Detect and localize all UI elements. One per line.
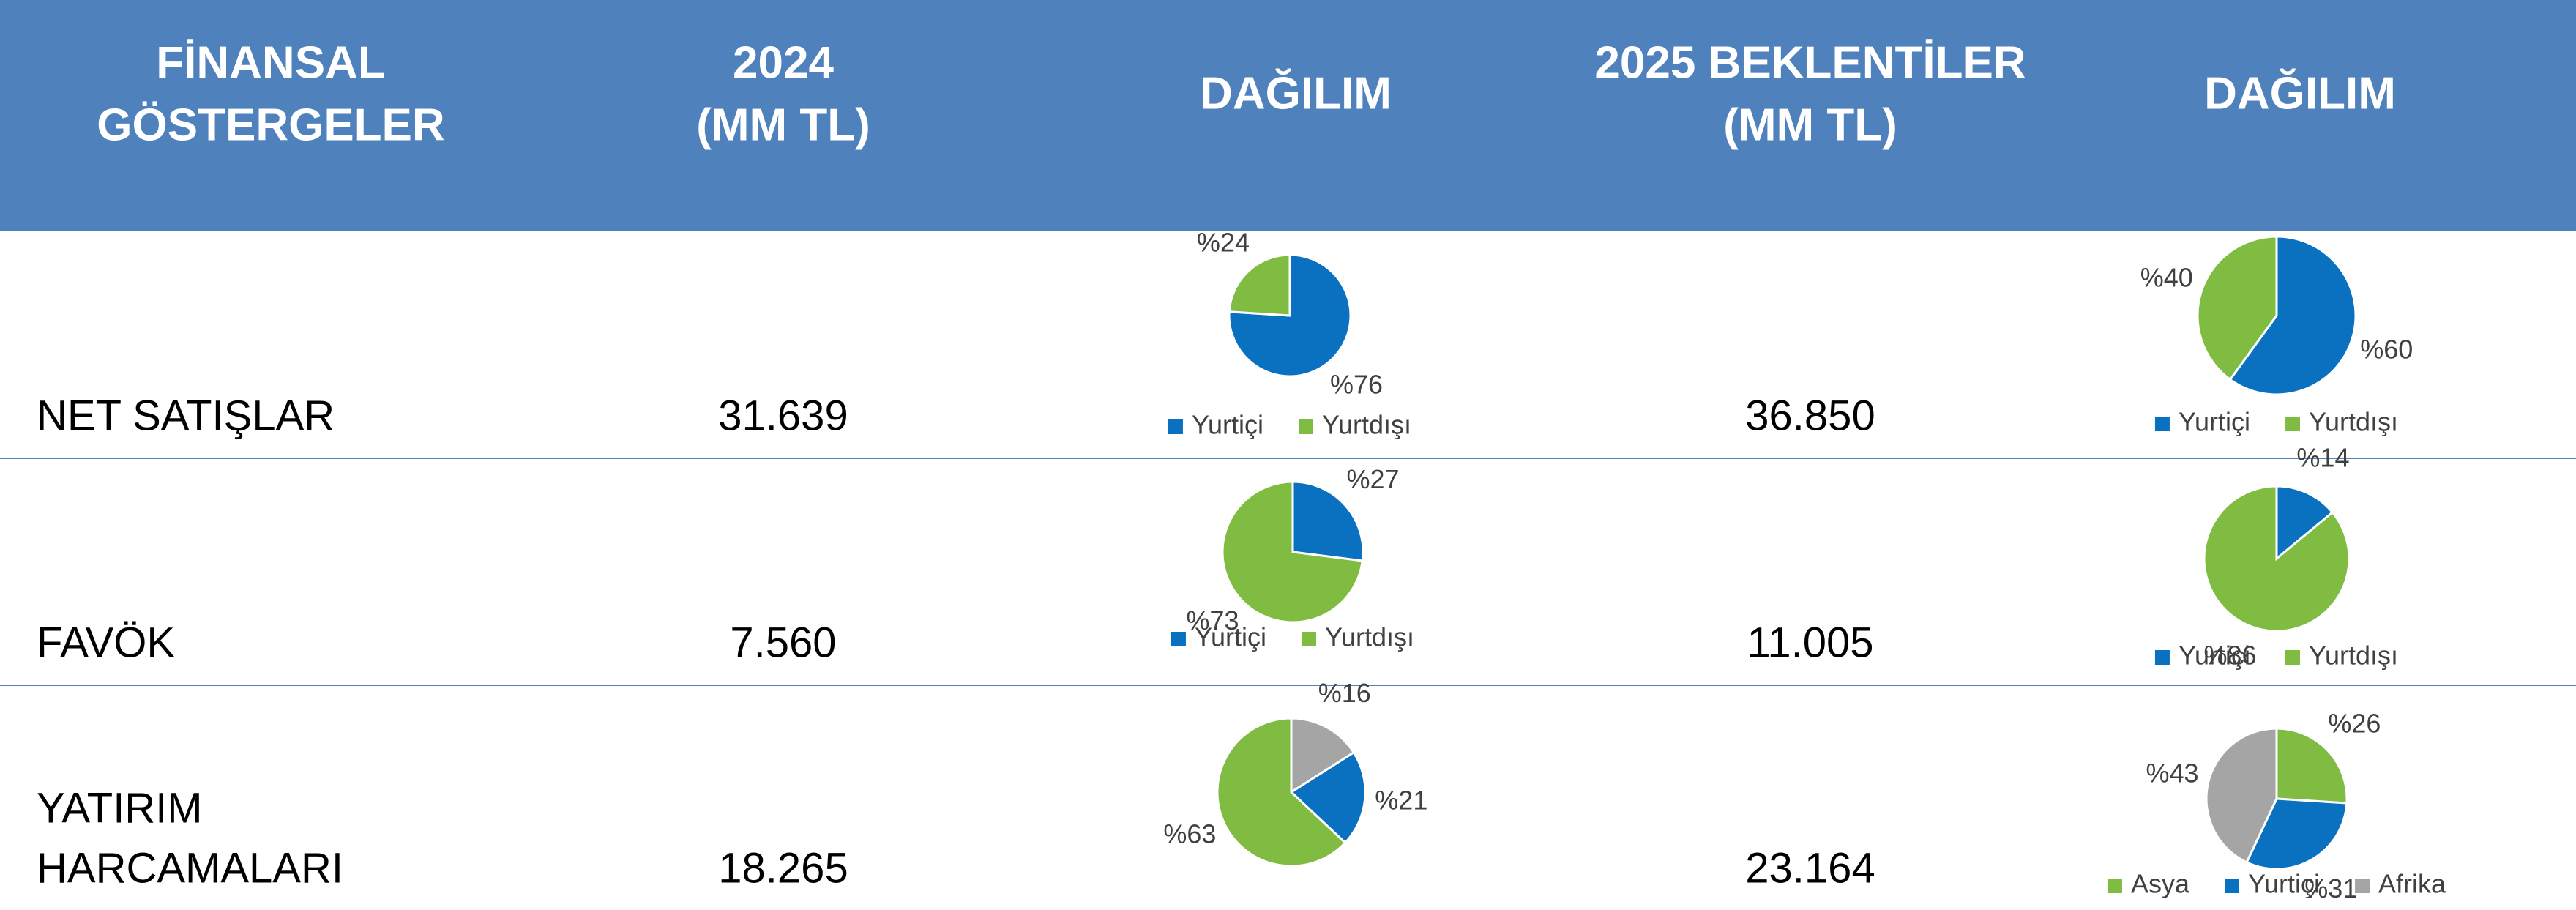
pie-label: %31	[2304, 873, 2357, 903]
legend-swatch	[2285, 650, 2300, 665]
pie-slice	[1290, 717, 1356, 794]
pie-slice	[1291, 480, 1364, 562]
legend-swatch	[2355, 879, 2370, 893]
row-label: YATIRIM	[37, 784, 203, 832]
legend-label: Afrika	[2378, 869, 2446, 899]
pie-slice	[1216, 717, 1347, 868]
legend-swatch	[1171, 632, 1186, 646]
header-cell: 2025 BEKLENTİLER	[1594, 37, 2026, 88]
pie-slice	[2228, 235, 2357, 396]
legend-label: Yurtdışı	[2309, 407, 2398, 437]
pie-slice	[2245, 797, 2348, 870]
pie-label: %14	[2296, 443, 2349, 473]
legend-swatch	[2154, 417, 2170, 431]
header-cell: DAĞILIM	[2204, 68, 2396, 119]
pie-label: %73	[1186, 605, 1239, 635]
legend-swatch	[1168, 419, 1183, 434]
legend-swatch	[2107, 879, 2122, 893]
header-cell: FİNANSAL	[156, 37, 385, 88]
header-band	[0, 0, 2576, 231]
value-2024: 18.265	[718, 844, 848, 892]
header-cell: GÖSTERGELER	[97, 100, 444, 150]
row-label: NET SATIŞLAR	[37, 392, 335, 439]
legend-swatch	[1301, 632, 1316, 646]
legend-label: Yurtiçi	[1195, 622, 1266, 652]
row-label: HARCAMALARI	[37, 844, 343, 892]
header-cell: (MM TL)	[1723, 100, 1897, 150]
pie-slice	[1221, 480, 1364, 624]
pie-label: %63	[1163, 818, 1216, 849]
pie-label: %40	[2140, 263, 2193, 293]
legend-label: Yurtiçi	[1192, 410, 1263, 440]
pie-slice	[2196, 235, 2278, 381]
pie-label: %24	[1197, 228, 1250, 258]
legend-label: Yurtdışı	[2309, 641, 2398, 671]
pie-label: %43	[2146, 758, 2198, 788]
pie-slice	[2205, 727, 2278, 864]
pie-slice	[1228, 253, 1352, 378]
pie-slice	[2275, 727, 2348, 805]
pie-label: %27	[1346, 464, 1399, 494]
value-2025: 11.005	[1747, 619, 1873, 666]
value-2025: 23.164	[1745, 844, 1875, 892]
legend-swatch	[1298, 419, 1313, 434]
value-2025: 36.850	[1745, 392, 1875, 439]
pie-slice	[2203, 485, 2351, 633]
legend-label: Yurtiçi	[2179, 641, 2250, 671]
legend-label: Asya	[2131, 869, 2190, 899]
pie-label: %60	[2360, 334, 2413, 364]
row-label: FAVÖK	[37, 619, 175, 666]
pie-slice	[1289, 750, 1367, 845]
pie-label: %21	[1375, 786, 1427, 816]
pie-label: %86	[2204, 640, 2257, 670]
header-cell: (MM TL)	[696, 100, 870, 150]
pie-slice	[2275, 485, 2334, 562]
value-2024: 7.560	[730, 619, 836, 666]
legend-swatch	[2154, 650, 2170, 665]
pie-label: %76	[1330, 369, 1383, 399]
legend-label: Yurtdışı	[1325, 622, 1414, 652]
legend-label: Yurtdışı	[1322, 410, 1411, 440]
header-cell: DAĞILIM	[1200, 68, 1392, 119]
pie-label: %26	[2328, 709, 2381, 739]
pie-label: %16	[1318, 678, 1371, 708]
pie-slice	[1228, 253, 1291, 317]
legend-label: Yurtiçi	[2179, 407, 2250, 437]
legend-swatch	[2285, 417, 2300, 431]
header-cell: 2024	[733, 37, 834, 88]
value-2024: 31.639	[718, 392, 848, 439]
legend-swatch	[2224, 879, 2239, 893]
legend-label: Yurtiçi	[2248, 869, 2320, 899]
